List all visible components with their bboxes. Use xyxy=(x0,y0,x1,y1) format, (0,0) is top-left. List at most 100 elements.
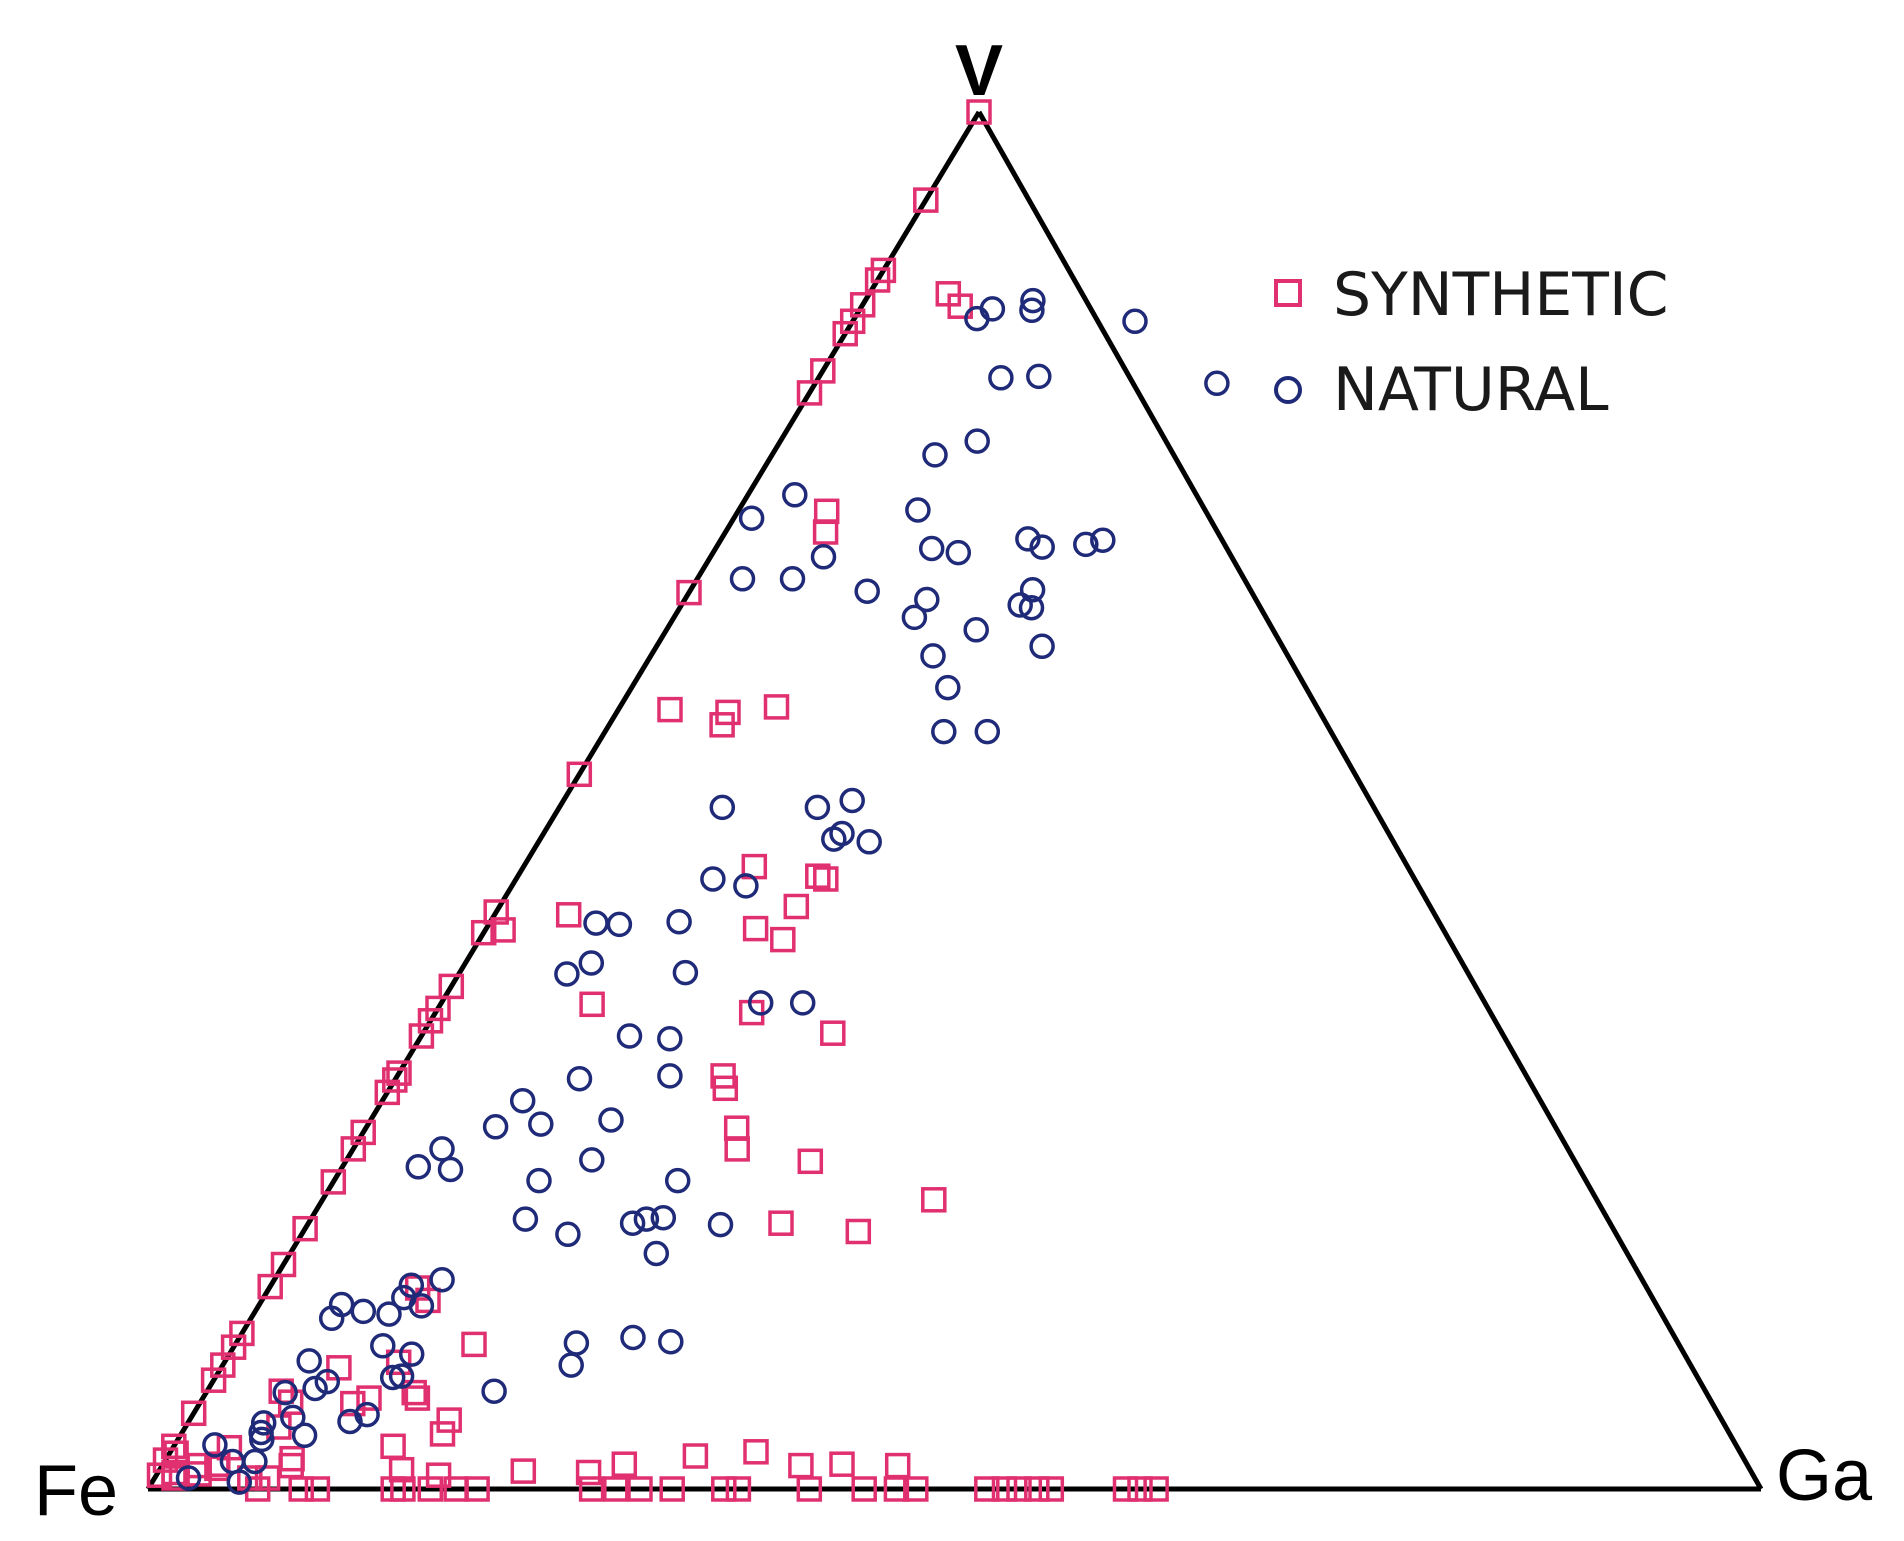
synthetic-point-118 xyxy=(611,1451,638,1477)
synthetic-point-49 xyxy=(161,1433,187,1460)
synthetic-point-116 xyxy=(510,1458,537,1484)
natural-point-47 xyxy=(616,1023,643,1049)
synthetic-point-68 xyxy=(578,1476,605,1502)
synthetic-point-46 xyxy=(210,1352,236,1378)
natural-point-10 xyxy=(782,482,808,508)
natural-point-32 xyxy=(931,718,957,745)
synthetic-point-39 xyxy=(340,1136,367,1162)
synthetic-point-56 xyxy=(1006,1476,1032,1502)
synthetic-point-14 xyxy=(763,694,790,720)
synthetic-point-106 xyxy=(146,1462,173,1488)
natural-point-49 xyxy=(606,911,633,938)
natural-point-7 xyxy=(1204,370,1230,397)
synthetic-point-67 xyxy=(603,1476,629,1502)
natural-point-70 xyxy=(555,1221,581,1248)
triangle-edges xyxy=(145,110,1764,1492)
synthetic-point-84 xyxy=(797,1148,824,1175)
synthetic-point-1 xyxy=(913,187,939,213)
natural-point-50 xyxy=(578,950,605,976)
synthetic-point-74 xyxy=(304,1476,331,1502)
natural-point-48 xyxy=(583,910,609,936)
natural-point-102 xyxy=(175,1465,202,1491)
synthetic-point-89 xyxy=(385,1349,412,1376)
natural-point-78 xyxy=(376,1301,402,1327)
synthetic-point-12 xyxy=(812,519,839,545)
edge-fe-v xyxy=(145,110,982,1491)
natural-point-62 xyxy=(598,1107,624,1133)
natural-point-73 xyxy=(620,1324,646,1351)
synthetic-point-92 xyxy=(404,1385,431,1411)
natural-point-54 xyxy=(657,1025,683,1052)
natural-point-63 xyxy=(512,1206,539,1232)
natural-point-92 xyxy=(302,1375,328,1402)
natural-point-4 xyxy=(964,305,990,332)
synthetic-point-81 xyxy=(723,1115,750,1141)
natural-point-0 xyxy=(1020,287,1046,314)
natural-point-76 xyxy=(398,1272,425,1298)
natural-point-81 xyxy=(318,1305,345,1332)
natural-point-71 xyxy=(563,1330,590,1356)
natural-point-20 xyxy=(779,566,806,592)
synthetic-point-15 xyxy=(566,761,593,788)
natural-point-45 xyxy=(747,990,774,1016)
vertex-label-right: Ga xyxy=(1776,1436,1873,1516)
natural-point-89 xyxy=(296,1348,322,1374)
synthetic-point-52 xyxy=(1127,1476,1153,1502)
synthetic-point-37 xyxy=(382,1067,408,1093)
synthetic-point-57 xyxy=(991,1476,1018,1502)
synthetic-point-26 xyxy=(783,893,810,920)
natural-point-65 xyxy=(707,1211,734,1238)
natural-point-2 xyxy=(1019,297,1045,324)
synthetic-point-17 xyxy=(709,712,735,738)
natural-point-53 xyxy=(509,1087,536,1114)
synthetic-point-90 xyxy=(401,1379,427,1406)
natural-point-21 xyxy=(729,566,756,592)
natural-point-46 xyxy=(789,990,816,1016)
natural-point-35 xyxy=(856,829,882,855)
synthetic-point-95 xyxy=(326,1355,352,1381)
natural-point-24 xyxy=(1029,633,1055,660)
natural-point-37 xyxy=(829,820,855,847)
synthetic-point-51 xyxy=(1143,1476,1169,1502)
synthetic-point-42 xyxy=(270,1251,297,1278)
synthetic-point-36 xyxy=(579,991,605,1018)
synthetic-point-121 xyxy=(788,1452,814,1479)
natural-point-9 xyxy=(922,442,948,468)
natural-point-15 xyxy=(1015,526,1041,552)
natural-point-79 xyxy=(408,1293,435,1319)
natural-point-3 xyxy=(1122,308,1148,335)
synthetic-point-54 xyxy=(1038,1476,1065,1502)
natural-point-57 xyxy=(579,1147,605,1173)
synthetic-point-119 xyxy=(682,1443,709,1469)
synthetic-point-20 xyxy=(555,902,582,928)
synthetic-point-3 xyxy=(864,267,891,293)
natural-point-5 xyxy=(1026,363,1052,390)
natural-point-77 xyxy=(350,1298,377,1325)
synthetic-point-85 xyxy=(768,1210,794,1236)
natural-point-90 xyxy=(379,1364,406,1391)
natural-point-87 xyxy=(558,1352,584,1378)
natural-point-83 xyxy=(314,1368,341,1395)
natural-point-55 xyxy=(482,1114,509,1140)
natural-point-43 xyxy=(672,959,699,986)
synthetic-point-55 xyxy=(1024,1476,1050,1502)
natural-point-31 xyxy=(935,674,961,701)
synthetic-point-58 xyxy=(974,1476,1000,1502)
legend-marker-synthetic xyxy=(1274,279,1302,307)
synthetic-point-80 xyxy=(712,1075,739,1102)
legend: SYNTHETIC NATURAL xyxy=(1274,260,1669,425)
synthetic-point-53 xyxy=(1112,1476,1139,1502)
synthetic-point-11 xyxy=(813,498,840,525)
synthetic-point-30 xyxy=(742,915,769,942)
natural-point-69 xyxy=(643,1240,670,1267)
natural-point-16 xyxy=(1090,527,1116,553)
natural-point-56 xyxy=(528,1111,554,1137)
synthetic-point-122 xyxy=(829,1451,855,1477)
synthetic-point-82 xyxy=(921,1187,947,1213)
natural-point-61 xyxy=(526,1167,552,1194)
natural-point-82 xyxy=(370,1333,396,1359)
legend-marker-natural xyxy=(1274,376,1302,404)
synthetic-point-117 xyxy=(575,1459,602,1486)
synthetic-point-120 xyxy=(743,1439,769,1465)
